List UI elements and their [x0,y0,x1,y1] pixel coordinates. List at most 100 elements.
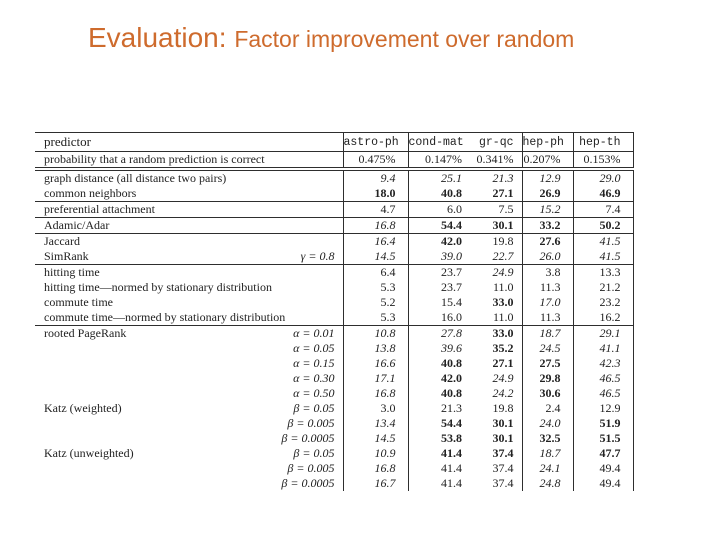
value: 37.4 [492,476,514,490]
value: 24.9 [492,265,514,279]
value-cell: 16.2 [573,310,634,326]
predictor-cell-flex: β = 0.0005 [35,476,342,491]
baseline-label-cell: probability that a random prediction is … [35,151,344,169]
predictor-parameter: α = 0.30 [293,371,335,385]
predictor-parameter: γ = 0.8 [300,249,335,263]
table-row: hitting time 6.4 23.7 24.9 3.8 13.3 [35,264,634,280]
value-cell: 54.4 [408,416,470,431]
predictor-cell-flex: α = 0.15 [35,356,342,371]
predictor-label: Adamic/Adar [44,218,110,233]
value-cell: 24.9 [470,264,523,280]
value: 23.7 [441,265,462,279]
predictor-parameter: α = 0.15 [293,356,335,370]
value: 11.0 [492,280,514,294]
table-row: α = 0.50 16.8 40.8 24.2 30.6 46.5 [35,386,634,401]
value: 41.4 [441,476,462,490]
value-cell: 30.1 [470,217,523,234]
predictor-label: hitting time [44,265,100,279]
value-cell: 5.3 [343,280,409,295]
value: 37.4 [492,461,514,475]
value-cell: 21.3 [470,169,523,186]
value: 18.7 [539,326,561,340]
predictor-cell-flex: commute time [35,295,342,310]
value: 46.9 [599,186,621,200]
value-cell: 19.8 [470,401,523,416]
predictor-parameter: β = 0.0005 [281,431,335,445]
value-cell: 41.4 [408,461,470,476]
value-cell: 29.0 [573,169,634,186]
baseline-value: 0.207% [523,152,561,166]
predictor-cell: α = 0.30 [35,371,344,386]
value: 26.9 [539,186,561,200]
value: 16.6 [374,356,396,370]
predictor-cell-flex: β = 0.005 [35,461,342,476]
value: 16.0 [441,310,462,324]
predictor-cell-flex: hitting time [35,265,342,280]
column-header-label: hep-ph [522,135,564,149]
value: 10.8 [374,326,396,340]
predictor-cell: preferential attachment [35,201,344,218]
value: 19.8 [492,401,514,415]
value-cell: 51.5 [573,431,634,446]
predictor-cell: hitting time [35,264,344,280]
value: 49.4 [599,461,621,475]
value-cell: 9.4 [343,169,409,186]
value: 16.8 [374,461,396,475]
value: 42.0 [441,371,462,385]
predictor-cell: α = 0.05 [35,341,344,356]
value: 24.1 [539,461,561,475]
header-cell-hep-th: hep-th [573,132,634,152]
predictor-label: commute time—normed by stationary distri… [44,310,286,324]
predictor-label: Katz (unweighted) [44,446,134,460]
value-cell: 18.0 [343,186,409,202]
value-cell: 16.7 [343,476,409,491]
value: 9.4 [380,171,396,185]
predictor-label: SimRank [44,249,89,263]
value: 19.8 [492,234,514,248]
value-cell: 40.8 [408,356,470,371]
value: 6.0 [447,202,462,217]
predictor-cell-flex: Katz (weighted) β = 0.05 [35,401,342,416]
value: 40.8 [441,356,462,370]
value: 17.0 [539,295,561,309]
baseline-value-cell: 0.207% [522,151,574,169]
value-cell: 17.1 [343,371,409,386]
value-cell: 30.1 [470,416,523,431]
value-cell: 27.1 [470,356,523,371]
value: 11.3 [539,280,561,294]
value: 41.5 [599,249,621,263]
table-row: β = 0.0005 14.5 53.8 30.1 32.5 51.5 [35,431,634,446]
value-cell: 49.4 [573,461,634,476]
value: 7.5 [498,202,514,217]
value: 41.4 [441,446,462,460]
column-header-label: hep-th [579,135,621,149]
value: 29.0 [599,171,621,185]
value: 24.8 [539,476,561,490]
value-cell: 16.8 [343,217,409,234]
predictor-label: Jaccard [44,234,80,248]
value: 14.5 [374,249,396,263]
predictor-label: hitting time—normed by stationary distri… [44,280,272,294]
header-cell-gr-qc: gr-qc [470,132,523,152]
value-cell: 32.5 [522,431,574,446]
value-cell: 26.9 [522,186,574,202]
value-cell: 5.2 [343,295,409,310]
header-cell-astro-ph: astro-ph [343,132,409,152]
predictor-parameter: β = 0.005 [287,416,335,430]
value-cell: 11.0 [470,280,523,295]
value: 27.5 [539,356,561,370]
predictor-cell-flex: hitting time—normed by stationary distri… [35,280,342,295]
value: 3.0 [380,401,396,415]
predictor-label: Katz (weighted) [44,401,122,415]
table-row: hitting time—normed by stationary distri… [35,280,634,295]
value: 49.4 [599,476,621,490]
value: 27.8 [441,326,462,340]
value-cell: 30.6 [522,386,574,401]
value-cell: 23.7 [408,264,470,280]
value: 16.8 [374,218,396,233]
slide-title-prefix: Evaluation: [88,22,235,53]
value-cell: 27.8 [408,325,470,341]
value-cell: 37.4 [470,446,523,461]
value: 47.7 [599,446,621,460]
results-table-image: predictor astro-ph cond-mat gr-qc hep-ph hep-… [35,132,634,491]
